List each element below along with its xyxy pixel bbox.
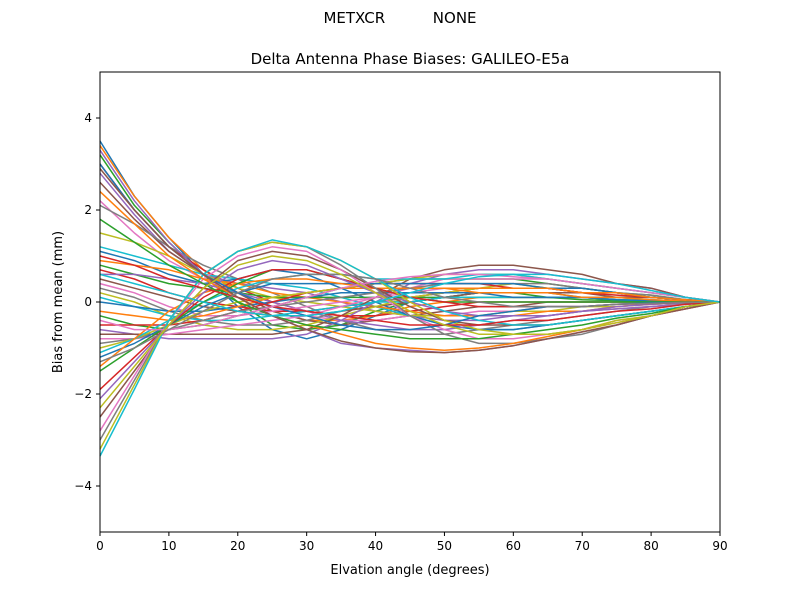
x-tick-label: 50 xyxy=(437,539,452,553)
series-line-47 xyxy=(99,273,721,331)
y-tick-label: −2 xyxy=(74,387,92,401)
x-tick-label: 0 xyxy=(96,539,104,553)
series-group xyxy=(99,140,721,457)
y-tick-label: 0 xyxy=(84,295,92,309)
x-tick-label: 10 xyxy=(161,539,176,553)
x-tick-label: 60 xyxy=(506,539,521,553)
series-line-48 xyxy=(99,273,721,363)
x-tick-label: 30 xyxy=(299,539,314,553)
y-tick-label: −4 xyxy=(74,479,92,493)
x-tick-label: 80 xyxy=(643,539,658,553)
axis-ticks: 0 10 20 30 40 50 60 70 80 90 −4 −2 0 2 4 xyxy=(74,111,727,553)
x-axis-label: Elvation angle (degrees) xyxy=(330,563,489,578)
chart-title: Delta Antenna Phase Biases: GALILEO-E5a xyxy=(251,50,570,68)
plot-frame xyxy=(99,71,721,533)
y-axis-label: Bias from mean (mm) xyxy=(51,231,66,373)
x-tick-label: 70 xyxy=(575,539,590,553)
y-tick-label: 4 xyxy=(84,111,92,125)
series-line-50 xyxy=(99,273,721,317)
figure-suptitle: METXCR NONE xyxy=(323,9,477,27)
x-tick-label: 40 xyxy=(368,539,383,553)
x-tick-label: 90 xyxy=(712,539,727,553)
y-tick-label: 2 xyxy=(84,203,92,217)
series-line-43 xyxy=(99,218,721,340)
series-line-46 xyxy=(99,168,721,354)
x-tick-label: 20 xyxy=(230,539,245,553)
series-line-49 xyxy=(99,255,721,409)
